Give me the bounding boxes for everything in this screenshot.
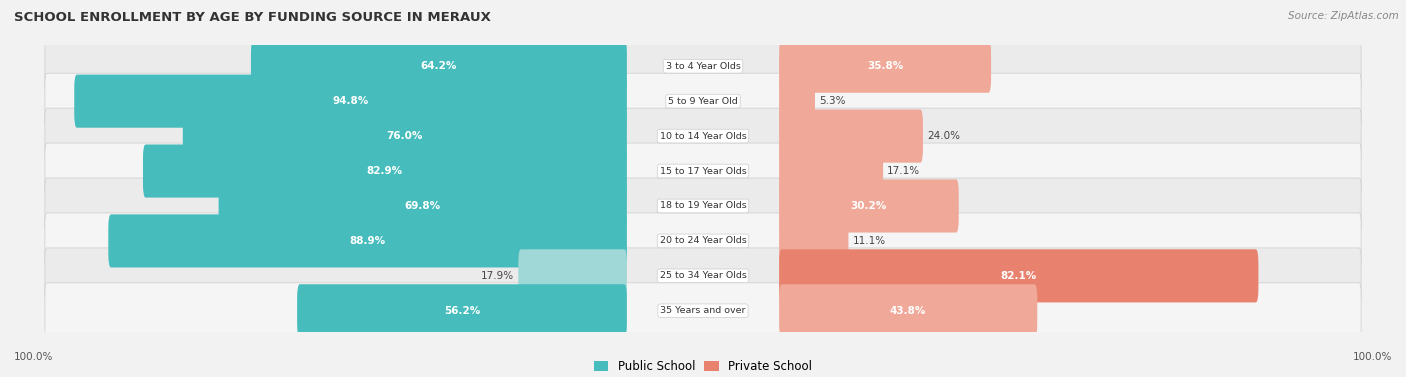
FancyBboxPatch shape	[183, 110, 627, 162]
Text: 100.0%: 100.0%	[14, 352, 53, 362]
FancyBboxPatch shape	[45, 73, 1361, 129]
FancyBboxPatch shape	[250, 40, 627, 93]
FancyBboxPatch shape	[779, 40, 991, 93]
FancyBboxPatch shape	[779, 144, 883, 198]
FancyBboxPatch shape	[45, 248, 1361, 304]
FancyBboxPatch shape	[779, 249, 1258, 302]
FancyBboxPatch shape	[779, 179, 959, 233]
Text: 82.9%: 82.9%	[367, 166, 404, 176]
Text: 24.0%: 24.0%	[927, 131, 960, 141]
Text: 3 to 4 Year Olds: 3 to 4 Year Olds	[665, 62, 741, 71]
FancyBboxPatch shape	[779, 284, 1038, 337]
FancyBboxPatch shape	[45, 283, 1361, 339]
Text: 10 to 14 Year Olds: 10 to 14 Year Olds	[659, 132, 747, 141]
Text: 18 to 19 Year Olds: 18 to 19 Year Olds	[659, 201, 747, 210]
Text: 94.8%: 94.8%	[332, 96, 368, 106]
Text: 76.0%: 76.0%	[387, 131, 423, 141]
Text: 88.9%: 88.9%	[350, 236, 385, 246]
FancyBboxPatch shape	[519, 249, 627, 302]
Text: 5.3%: 5.3%	[818, 96, 845, 106]
Text: 17.1%: 17.1%	[887, 166, 920, 176]
Text: 43.8%: 43.8%	[890, 306, 927, 316]
Text: Source: ZipAtlas.com: Source: ZipAtlas.com	[1288, 11, 1399, 21]
Text: SCHOOL ENROLLMENT BY AGE BY FUNDING SOURCE IN MERAUX: SCHOOL ENROLLMENT BY AGE BY FUNDING SOUR…	[14, 11, 491, 24]
Text: 35 Years and over: 35 Years and over	[661, 306, 745, 315]
Text: 5 to 9 Year Old: 5 to 9 Year Old	[668, 97, 738, 106]
FancyBboxPatch shape	[45, 213, 1361, 269]
FancyBboxPatch shape	[779, 75, 815, 128]
Text: 17.9%: 17.9%	[481, 271, 515, 281]
Text: 15 to 17 Year Olds: 15 to 17 Year Olds	[659, 167, 747, 176]
FancyBboxPatch shape	[75, 75, 627, 128]
Text: 11.1%: 11.1%	[852, 236, 886, 246]
FancyBboxPatch shape	[218, 179, 627, 233]
Legend: Public School, Private School: Public School, Private School	[589, 355, 817, 377]
FancyBboxPatch shape	[45, 143, 1361, 199]
Text: 20 to 24 Year Olds: 20 to 24 Year Olds	[659, 236, 747, 245]
FancyBboxPatch shape	[779, 110, 922, 162]
Text: 82.1%: 82.1%	[1001, 271, 1036, 281]
FancyBboxPatch shape	[45, 38, 1361, 94]
FancyBboxPatch shape	[45, 108, 1361, 164]
Text: 100.0%: 100.0%	[1353, 352, 1392, 362]
FancyBboxPatch shape	[108, 215, 627, 267]
Text: 25 to 34 Year Olds: 25 to 34 Year Olds	[659, 271, 747, 280]
Text: 35.8%: 35.8%	[868, 61, 903, 71]
FancyBboxPatch shape	[779, 215, 848, 267]
Text: 64.2%: 64.2%	[420, 61, 457, 71]
Text: 56.2%: 56.2%	[444, 306, 479, 316]
FancyBboxPatch shape	[297, 284, 627, 337]
FancyBboxPatch shape	[143, 144, 627, 198]
Text: 69.8%: 69.8%	[405, 201, 441, 211]
Text: 30.2%: 30.2%	[851, 201, 887, 211]
FancyBboxPatch shape	[45, 178, 1361, 234]
